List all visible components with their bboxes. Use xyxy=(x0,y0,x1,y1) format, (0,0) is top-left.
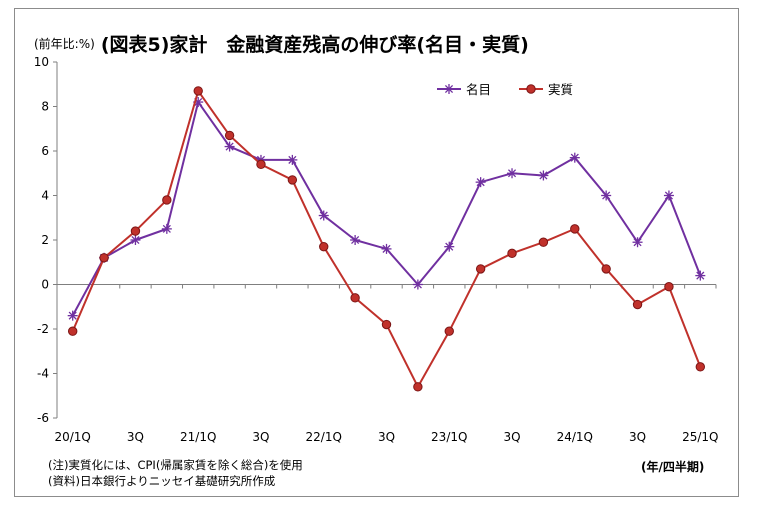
data-point xyxy=(695,270,706,281)
data-point xyxy=(224,141,235,152)
chart-frame xyxy=(14,8,739,497)
y-tick-label: 4 xyxy=(41,189,49,203)
legend-marker xyxy=(526,84,536,94)
x-tick-label: 20/1Q xyxy=(54,430,90,444)
data-point xyxy=(507,248,517,259)
data-point xyxy=(663,190,674,201)
data-point xyxy=(350,293,360,303)
x-tick-label: 22/1Q xyxy=(306,430,342,444)
y-tick-label: 0 xyxy=(41,278,49,292)
data-point xyxy=(319,241,329,252)
data-point xyxy=(601,264,611,274)
data-point xyxy=(664,282,674,292)
series-line xyxy=(71,101,702,317)
legend-item: 名目 xyxy=(437,82,491,97)
data-point xyxy=(413,382,423,392)
unit-label: (前年比:%) xyxy=(34,37,95,51)
x-tick-label: 3Q xyxy=(378,430,395,444)
data-point xyxy=(256,159,266,170)
data-point xyxy=(193,86,203,96)
data-point xyxy=(695,362,706,372)
x-tick-label: 24/1Q xyxy=(557,430,593,444)
chart-series xyxy=(67,86,706,392)
y-tick-label: 8 xyxy=(41,100,49,114)
y-tick-label: -4 xyxy=(37,367,49,381)
data-point xyxy=(538,170,549,181)
data-point xyxy=(161,223,172,234)
x-tick-label: 21/1Q xyxy=(180,430,216,444)
data-point xyxy=(350,235,361,245)
y-tick-label: 2 xyxy=(41,233,49,247)
x-tick-label: 23/1Q xyxy=(431,430,467,444)
period-label: (年/四半期) xyxy=(641,460,705,474)
data-point xyxy=(444,241,455,252)
y-tick-label: -2 xyxy=(37,322,49,336)
series-real xyxy=(67,86,706,392)
data-point xyxy=(412,279,423,290)
legend-label: 実質 xyxy=(548,82,573,97)
data-point xyxy=(99,253,109,263)
data-point xyxy=(444,326,454,336)
data-point xyxy=(381,243,392,254)
chart-legend: 名目 実質 xyxy=(437,82,573,97)
y-tick-label: 6 xyxy=(41,144,49,158)
data-point xyxy=(381,319,392,330)
legend-item: 実質 xyxy=(519,82,573,97)
chart-title: (図表5)家計 金融資産残高の伸び率(名目・実質) xyxy=(100,34,529,56)
x-tick-label: 3Q xyxy=(629,430,646,444)
x-tick-label: 25/1Q xyxy=(682,430,718,444)
data-point xyxy=(67,310,78,321)
data-point xyxy=(538,237,549,247)
legend-label: 名目 xyxy=(466,82,491,97)
data-point xyxy=(601,190,612,201)
data-point xyxy=(569,152,580,163)
data-point xyxy=(570,224,580,234)
data-point xyxy=(130,226,141,236)
series-nominal xyxy=(67,97,706,321)
data-point xyxy=(224,130,235,141)
data-point xyxy=(287,175,298,185)
y-tick-label: 10 xyxy=(34,55,49,69)
source-text: (資料)日本銀行よりニッセイ基礎研究所作成 xyxy=(48,474,276,488)
y-tick-label: -6 xyxy=(37,411,49,425)
data-point xyxy=(130,235,141,245)
data-point xyxy=(162,195,172,205)
data-point xyxy=(475,177,486,188)
x-tick-label: 3Q xyxy=(503,430,520,444)
data-point xyxy=(632,237,643,248)
data-point xyxy=(67,326,78,336)
data-point xyxy=(287,154,298,165)
chart-axes: 10 8 6 4 2 0 -2 -4 -6 20/1Q 3Q 21/1Q 3Q 22/1Q 3Q 23/1Q 3… xyxy=(34,55,719,444)
data-point xyxy=(318,210,329,221)
chart-header: (前年比:%) (図表5)家計 金融資産残高の伸び率(名目・実質) xyxy=(34,30,529,58)
data-point xyxy=(475,264,486,274)
x-tick-label: 3Q xyxy=(127,430,144,444)
series-line xyxy=(71,89,702,388)
note-text: (注)実質化には、CPI(帰属家賃を除く総合)を使用 xyxy=(48,458,303,472)
x-tick-label: 3Q xyxy=(252,430,269,444)
data-point xyxy=(507,168,518,179)
legend-marker xyxy=(444,84,454,94)
data-point xyxy=(632,299,643,310)
